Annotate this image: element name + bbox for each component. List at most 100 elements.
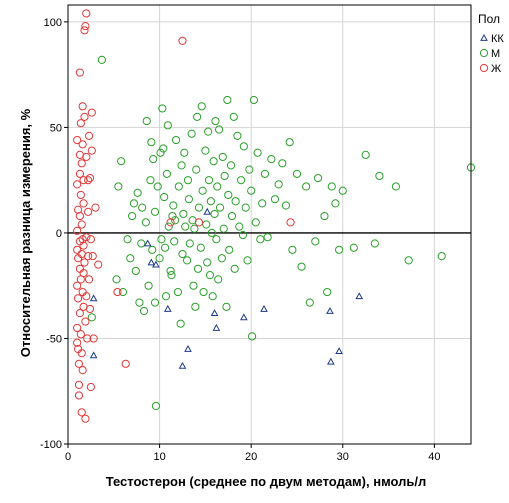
data-point [247, 332, 257, 341]
data-point [267, 154, 276, 164]
data-point [79, 268, 88, 278]
data-point [79, 241, 88, 250]
data-point [235, 222, 244, 231]
data-point [79, 199, 88, 208]
data-point [181, 222, 190, 231]
data-point [203, 207, 212, 215]
data-point [97, 55, 106, 64]
data-point [76, 330, 85, 339]
data-point [180, 148, 189, 157]
data-point [187, 129, 196, 138]
data-point [179, 209, 188, 219]
data-point [135, 298, 144, 307]
data-point [335, 347, 343, 355]
data-point [182, 256, 192, 265]
grid-lines [67, 5, 471, 445]
plot-frame [67, 4, 472, 445]
data-point [138, 203, 147, 212]
data-point [209, 157, 218, 166]
data-point [82, 292, 91, 301]
data-point [113, 287, 122, 297]
data-point [361, 150, 370, 159]
data-point [91, 203, 100, 212]
legend-label: Ж [491, 63, 501, 75]
data-point [247, 186, 256, 195]
data-point [212, 235, 221, 244]
data-point [256, 235, 265, 244]
data-point [203, 258, 212, 267]
data-point [143, 239, 152, 247]
data-point [270, 195, 280, 204]
data-point [224, 190, 233, 200]
data-point [87, 146, 96, 155]
data-point [84, 252, 93, 261]
data-point [126, 254, 135, 263]
data-point [227, 211, 237, 221]
data-point [370, 239, 379, 248]
data-point [73, 281, 82, 290]
data-point [204, 127, 213, 136]
data-point [177, 161, 186, 170]
data-point [76, 190, 85, 200]
data-point [286, 218, 295, 227]
data-point [171, 216, 180, 225]
data-point [74, 380, 84, 390]
data-point [73, 226, 82, 235]
data-point [233, 131, 242, 140]
data-point [404, 256, 413, 265]
y-axis-title: Относительная разница измерения, % [18, 108, 33, 357]
data-point [152, 260, 160, 268]
data-point [139, 306, 149, 316]
data-point [80, 112, 89, 121]
data-point [157, 235, 166, 244]
data-point [159, 144, 168, 153]
data-point [178, 249, 187, 259]
data-point [215, 125, 224, 134]
data-point [226, 161, 236, 170]
data-point [160, 243, 170, 252]
data-point [193, 112, 202, 121]
data-point [73, 338, 82, 347]
data-point [202, 220, 211, 229]
data-point [114, 182, 123, 191]
data-point [74, 359, 84, 368]
data-point [150, 298, 160, 307]
data-point [178, 361, 187, 369]
data-point [210, 309, 219, 317]
data-point [263, 233, 272, 242]
data-point [84, 207, 93, 216]
x-axis-title: Тестостерон (среднее по двум методам), н… [106, 474, 427, 489]
data-point [192, 165, 201, 174]
data-point [123, 235, 132, 244]
data-point [297, 262, 306, 271]
y-tick-label: -100 [40, 439, 62, 451]
data-point [253, 148, 262, 157]
data-point [213, 182, 222, 191]
data-point [274, 180, 283, 189]
data-point [245, 165, 254, 174]
data-point [243, 256, 252, 265]
legend-label: М [491, 48, 500, 60]
data-point [166, 218, 175, 227]
data-point [251, 218, 260, 227]
legend-label: КК [491, 33, 504, 45]
data-point [205, 271, 215, 280]
data-point [327, 357, 335, 365]
data-point [94, 260, 103, 269]
data-point [212, 323, 221, 331]
data-point [150, 207, 160, 216]
data-point [75, 68, 85, 77]
data-point [87, 108, 96, 117]
data-point [142, 116, 151, 126]
data-point [193, 264, 203, 273]
data-point [229, 112, 238, 121]
data-point [184, 344, 192, 352]
data-point [158, 104, 167, 113]
data-point [281, 201, 291, 210]
y-tick-label: 0 [56, 228, 62, 240]
data-point [194, 203, 204, 212]
data-point [225, 245, 234, 254]
data-point [121, 359, 130, 368]
data-point [249, 95, 259, 105]
data-point [151, 401, 161, 411]
